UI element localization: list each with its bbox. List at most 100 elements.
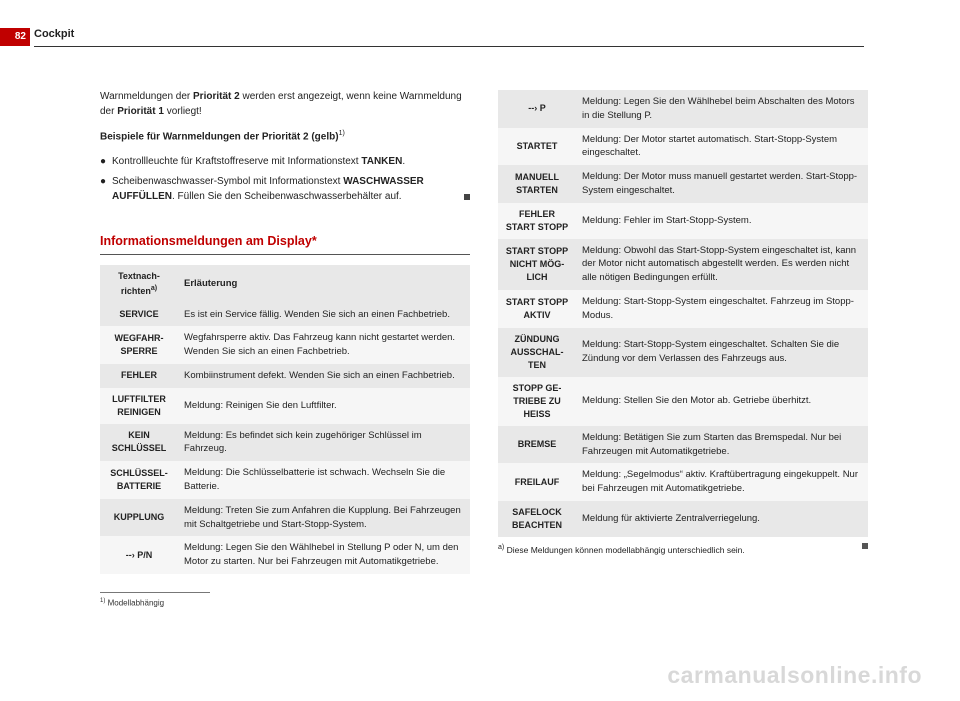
row-label: LUFTFILTER REINIGEN [100, 388, 178, 424]
intro-text: Warnmeldungen der [100, 91, 193, 102]
section-heading: Informationsmeldungen am Display* [100, 232, 470, 250]
bullet-marker: ● [100, 155, 112, 170]
row-label: BREMSE [498, 426, 576, 464]
footnote-left-text: Modellabhängig [108, 598, 165, 607]
table-row: START STOPP NICHT MÖG-LICHMeldung: Obwoh… [498, 239, 868, 290]
intro-text-3: vorliegt! [164, 106, 202, 117]
row-description: Meldung: Es befindet sich kein zugehörig… [178, 424, 470, 462]
row-label: FREILAUF [498, 463, 576, 501]
table-row: SCHLÜSSEL-BATTERIEMeldung: Die Schlüssel… [100, 461, 470, 499]
table-row: FEHLERKombiinstrument defekt. Wenden Sie… [100, 364, 470, 388]
row-label: FEHLER [100, 364, 178, 388]
table-header-left: Textnach-richtena) [100, 265, 178, 302]
row-description: Es ist ein Service fällig. Wenden Sie si… [178, 303, 470, 327]
footnote-right: a) Diese Meldungen können modellabhängig… [498, 543, 858, 556]
row-label: --› P [498, 90, 576, 128]
table-row: --› P/NMeldung: Legen Sie den Wählhebel … [100, 536, 470, 574]
footnote-left-sup: 1) [100, 598, 105, 604]
row-description: Meldung: Der Motor muss manuell gestarte… [576, 165, 868, 203]
row-description: Meldung: „Segelmodus“ aktiv. Kraftübertr… [576, 463, 868, 501]
row-label: ZÜNDUNG AUSSCHAL-TEN [498, 328, 576, 377]
intro-bold-2: Priorität 1 [117, 106, 164, 117]
page-number-tab: 82 [0, 28, 30, 46]
footnote-right-text: Diese Meldungen können modellabhängig un… [507, 545, 745, 555]
table-row: START STOPP AKTIVMeldung: Start-Stopp-Sy… [498, 290, 868, 328]
footnote-right-sup: a) [498, 544, 504, 551]
row-description: Kombiinstrument defekt. Wenden Sie sich … [178, 364, 470, 388]
intro-bold-1: Priorität 2 [193, 91, 240, 102]
row-description: Meldung: Der Motor startet automatisch. … [576, 128, 868, 166]
table-header-right: Erläuterung [178, 265, 470, 302]
row-description: Meldung: Legen Sie den Wählhebel beim Ab… [576, 90, 868, 128]
header-title: Cockpit [34, 28, 74, 40]
intro-paragraph: Warnmeldungen der Priorität 2 werden ers… [100, 90, 470, 119]
table-row: KUPPLUNGMeldung: Treten Sie zum Anfahren… [100, 499, 470, 537]
row-description: Meldung: Obwohl das Start-Stopp-System e… [576, 239, 868, 290]
table-row: --› PMeldung: Legen Sie den Wählhebel be… [498, 90, 868, 128]
row-label: WEGFAHR-SPERRE [100, 326, 178, 364]
messages-table-right: --› PMeldung: Legen Sie den Wählhebel be… [498, 90, 868, 537]
table-row: ZÜNDUNG AUSSCHAL-TENMeldung: Start-Stopp… [498, 328, 868, 377]
footnote-separator [100, 592, 210, 593]
row-label: KUPPLUNG [100, 499, 178, 537]
section-end-icon [862, 543, 868, 549]
row-label: MANUELL STARTEN [498, 165, 576, 203]
examples-heading-text: Beispiele für Warnmeldungen der Prioritä… [100, 131, 339, 142]
table-row: BREMSEMeldung: Betätigen Sie zum Starten… [498, 426, 868, 464]
row-description: Meldung: Betätigen Sie zum Starten das B… [576, 426, 868, 464]
header-underline [34, 46, 864, 47]
table-row: SERVICEEs ist ein Service fällig. Wenden… [100, 303, 470, 327]
row-label: FEHLER START STOPP [498, 203, 576, 239]
table-row: FREILAUFMeldung: „Segelmodus“ aktiv. Kra… [498, 463, 868, 501]
row-description: Meldung: Reinigen Sie den Luftfilter. [178, 388, 470, 424]
bullet-marker: ● [100, 175, 112, 204]
table-row: SAFELOCK BEACHTENMeldung für aktivierte … [498, 501, 868, 537]
row-description: Wegfahrsperre aktiv. Das Fahrzeug kann n… [178, 326, 470, 364]
row-label: STOPP GE-TRIEBE ZU HEISS [498, 377, 576, 426]
table-row: LUFTFILTER REINIGENMeldung: Reinigen Sie… [100, 388, 470, 424]
bullet2-a: Scheibenwaschwasser-Symbol [112, 176, 253, 187]
row-label: START STOPP NICHT MÖG-LICH [498, 239, 576, 290]
row-label: SERVICE [100, 303, 178, 327]
row-label: START STOPP AKTIV [498, 290, 576, 328]
row-description: Meldung: Die Schlüsselbatterie ist schwa… [178, 461, 470, 499]
table-row: KEIN SCHLÜSSELMeldung: Es befindet sich … [100, 424, 470, 462]
row-label: STARTET [498, 128, 576, 166]
content-columns: Warnmeldungen der Priorität 2 werden ers… [100, 90, 870, 609]
bullet2-d: . Füllen Sie den Scheibenwaschwasserbehä… [172, 191, 402, 202]
bullet1-c: . [402, 156, 405, 167]
table-row: FEHLER START STOPPMeldung: Fehler im Sta… [498, 203, 868, 239]
table-row: WEGFAHR-SPERREWegfahrsperre aktiv. Das F… [100, 326, 470, 364]
bullet-2: ● Scheibenwaschwasser-Symbol mit Informa… [100, 175, 470, 204]
row-description: Meldung: Start-Stopp-System eingeschalte… [576, 328, 868, 377]
row-label: --› P/N [100, 536, 178, 574]
row-label: SCHLÜSSEL-BATTERIE [100, 461, 178, 499]
row-description: Meldung: Stellen Sie den Motor ab. Getri… [576, 377, 868, 426]
section-heading-underline [100, 254, 470, 255]
examples-sup: 1) [339, 130, 345, 137]
row-description: Meldung für aktivierte Zentralverriegelu… [576, 501, 868, 537]
watermark: carmanualsonline.info [667, 662, 922, 689]
bullet2-b: mit Informationstext [253, 176, 343, 187]
row-description: Meldung: Treten Sie zum Anfahren die Kup… [178, 499, 470, 537]
examples-heading: Beispiele für Warnmeldungen der Prioritä… [100, 129, 470, 145]
th-left-sup: a) [151, 285, 157, 292]
footnote-left: 1) Modellabhängig [100, 597, 470, 609]
row-label: KEIN SCHLÜSSEL [100, 424, 178, 462]
messages-table-left: Textnach-richtena) Erläuterung SERVICEEs… [100, 265, 470, 573]
bullet-2-text: Scheibenwaschwasser-Symbol mit Informati… [112, 175, 470, 204]
row-description: Meldung: Start-Stopp-System eingeschalte… [576, 290, 868, 328]
bullet-1-text: Kontrollleuchte für Kraftstoffreserve mi… [112, 155, 405, 170]
row-description: Meldung: Fehler im Start-Stopp-System. [576, 203, 868, 239]
table-row: STOPP GE-TRIEBE ZU HEISSMeldung: Stellen… [498, 377, 868, 426]
bullet1-a: Kontrollleuchte für Kraftstoffreserve mi… [112, 156, 361, 167]
table-header-row: Textnach-richtena) Erläuterung [100, 265, 470, 302]
left-column: Warnmeldungen der Priorität 2 werden ers… [100, 90, 470, 609]
table-row: STARTETMeldung: Der Motor startet automa… [498, 128, 868, 166]
right-column: --› PMeldung: Legen Sie den Wählhebel be… [498, 90, 868, 609]
footnote-right-row: a) Diese Meldungen können modellabhängig… [498, 543, 868, 556]
bullet1-b: TANKEN [361, 156, 402, 167]
row-description: Meldung: Legen Sie den Wählhebel in Stel… [178, 536, 470, 574]
bullet-1: ● Kontrollleuchte für Kraftstoffreserve … [100, 155, 470, 170]
table-row: MANUELL STARTENMeldung: Der Motor muss m… [498, 165, 868, 203]
